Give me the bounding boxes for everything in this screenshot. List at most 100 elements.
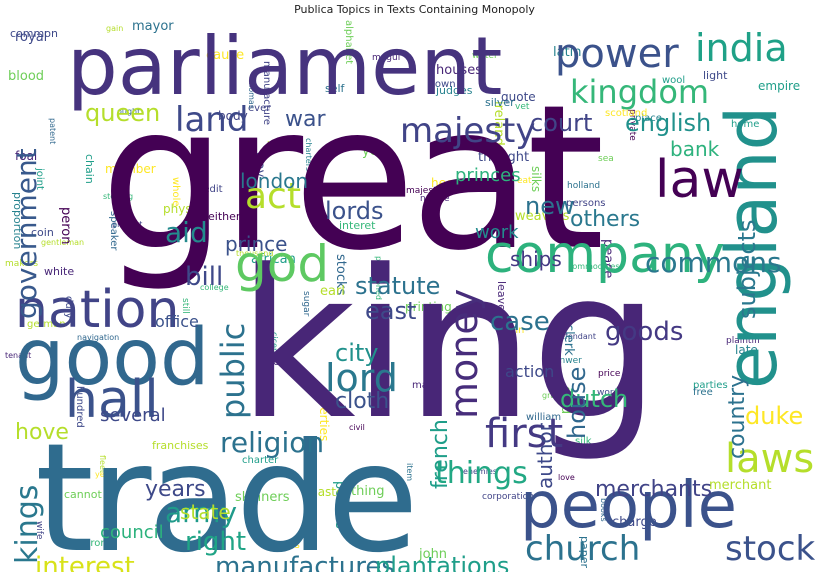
cloud-word-small: eat bbox=[517, 176, 532, 186]
cloud-word-others: others bbox=[570, 207, 641, 232]
cloud-word-small: earl bbox=[320, 284, 345, 299]
cloud-word-great: great bbox=[100, 62, 605, 295]
cloud-word-small: trades bbox=[268, 540, 300, 551]
cloud-word-small: john bbox=[419, 547, 448, 562]
cloud-word-small: present bbox=[112, 220, 143, 229]
cloud-word-first: first bbox=[485, 411, 564, 457]
cloud-word-small: german bbox=[27, 319, 66, 330]
cloud-word-cloth: cloth bbox=[335, 389, 390, 414]
cloud-word-small: cent bbox=[267, 355, 292, 368]
cloud-word-bill: bill bbox=[185, 262, 224, 292]
cloud-word-small: member bbox=[105, 162, 156, 176]
cloud-word-small: mogul bbox=[372, 53, 401, 63]
cloud-word-small: ought bbox=[117, 107, 141, 116]
cloud-word-small: thought bbox=[478, 150, 530, 165]
cloud-word-stock: stock bbox=[725, 529, 816, 569]
cloud-word-new: new bbox=[525, 192, 575, 220]
cloud-word-church: church bbox=[525, 529, 641, 569]
cloud-word-small: scotland bbox=[605, 108, 648, 119]
cloud-word-parl: parliament bbox=[67, 20, 503, 113]
cloud-word-council: council bbox=[100, 522, 164, 543]
cloud-word-small: interet bbox=[339, 219, 376, 232]
cloud-word-work: work bbox=[475, 222, 519, 243]
cloud-word-small: year bbox=[362, 144, 392, 159]
cloud-word-king: king bbox=[237, 227, 661, 465]
cloud-word-small: latin bbox=[553, 45, 582, 60]
cloud-word-aid: aid bbox=[165, 216, 208, 249]
cloud-word-small: anwer bbox=[554, 356, 582, 366]
cloud-word-small: houses bbox=[436, 63, 482, 78]
cloud-word-author: author bbox=[533, 423, 557, 489]
cloud-word-war: war bbox=[285, 107, 326, 132]
cloud-word-small: thousand bbox=[236, 249, 274, 258]
cloud-word-majesty: majesty bbox=[400, 111, 536, 151]
cloud-word-small: white bbox=[44, 265, 75, 278]
cloud-word-small: either bbox=[208, 210, 241, 223]
cloud-word-small: blood bbox=[8, 69, 45, 84]
cloud-word-small: world bbox=[368, 239, 391, 248]
cloud-word-india: india bbox=[695, 26, 788, 70]
cloud-word-land: land bbox=[175, 100, 249, 140]
page-title: Publica Topics in Texts Containing Monop… bbox=[294, 3, 535, 16]
cloud-word-manuf: manufactures bbox=[215, 552, 395, 572]
cloud-word-small: patent bbox=[48, 118, 57, 145]
cloud-word-small: emperor bbox=[62, 538, 105, 549]
cloud-word-lord: lord bbox=[325, 356, 398, 400]
cloud-word-small: sea bbox=[598, 154, 614, 164]
cloud-word-laws: laws bbox=[725, 436, 815, 482]
cloud-word-city: city bbox=[335, 339, 379, 367]
cloud-word-power: power bbox=[555, 31, 679, 77]
cloud-word-small: civil bbox=[349, 423, 365, 432]
cloud-word-small: nature bbox=[420, 194, 450, 204]
cloud-word-bank: bank bbox=[670, 137, 720, 161]
cloud-word-small: master bbox=[306, 485, 349, 499]
cloud-word-small: may bbox=[412, 380, 434, 391]
cloud-word-state: state bbox=[180, 500, 231, 524]
cloud-word-small: holland bbox=[567, 181, 601, 191]
cloud-word-small: silk bbox=[575, 436, 592, 447]
cloud-word-small: sterling bbox=[103, 192, 134, 201]
cloud-word-small: quote bbox=[501, 90, 536, 104]
cloud-word-small: body bbox=[218, 109, 248, 123]
cloud-word-gov: government bbox=[10, 148, 43, 319]
cloud-word-small: ye bbox=[95, 470, 105, 479]
cloud-word-commons: commons bbox=[645, 246, 782, 279]
cloud-word-country: country bbox=[725, 374, 750, 459]
cloud-word-statute: statute bbox=[355, 272, 441, 300]
cloud-word-small: weavers bbox=[515, 209, 570, 224]
cloud-word-small: william bbox=[526, 412, 562, 423]
cloud-word-things: things bbox=[435, 456, 528, 491]
cloud-word-subjects: subjects bbox=[733, 219, 761, 320]
cloud-word-small: plaintiff bbox=[726, 336, 761, 346]
cloud-word-prince: prince bbox=[225, 232, 288, 256]
cloud-word-nation: nation bbox=[15, 280, 180, 340]
cloud-word-small: commodities bbox=[568, 262, 620, 271]
cloud-word-small: parties bbox=[693, 380, 728, 391]
cloud-word-act: act bbox=[245, 176, 301, 217]
cloud-word-religion: religion bbox=[220, 426, 325, 459]
cloud-word-hall: hall bbox=[65, 370, 159, 430]
cloud-word-small: price bbox=[598, 369, 621, 379]
cloud-word-small: home bbox=[731, 119, 760, 130]
cloud-word-english: english bbox=[625, 109, 712, 137]
cloud-word-small: tinn bbox=[505, 325, 525, 336]
cloud-word-merch: merchants bbox=[595, 477, 713, 502]
cloud-word-small: poor bbox=[244, 186, 263, 195]
cloud-word-small: light bbox=[703, 69, 728, 82]
cloud-word-small: physic bbox=[163, 202, 202, 216]
cloud-word-action: action bbox=[505, 362, 555, 381]
cloud-word-small: words bbox=[597, 388, 624, 398]
cloud-word-small: town bbox=[431, 79, 456, 90]
cloud-word-small: merchant bbox=[709, 478, 772, 493]
cloud-word-goods: goods bbox=[605, 317, 684, 347]
cloud-word-small: thing bbox=[351, 484, 385, 499]
word-cloud: town cannot price vet wife home body nature manu… bbox=[5, 19, 824, 572]
cloud-word-years: years bbox=[145, 477, 206, 502]
cloud-word-small: foal bbox=[15, 149, 38, 163]
cloud-word-small: hee bbox=[431, 176, 454, 190]
cloud-word-dutch: dutch bbox=[560, 385, 629, 413]
cloud-word-small: empire bbox=[758, 79, 801, 93]
cloud-word-small: wool bbox=[662, 75, 686, 86]
cloud-word-small: chain bbox=[83, 154, 96, 184]
